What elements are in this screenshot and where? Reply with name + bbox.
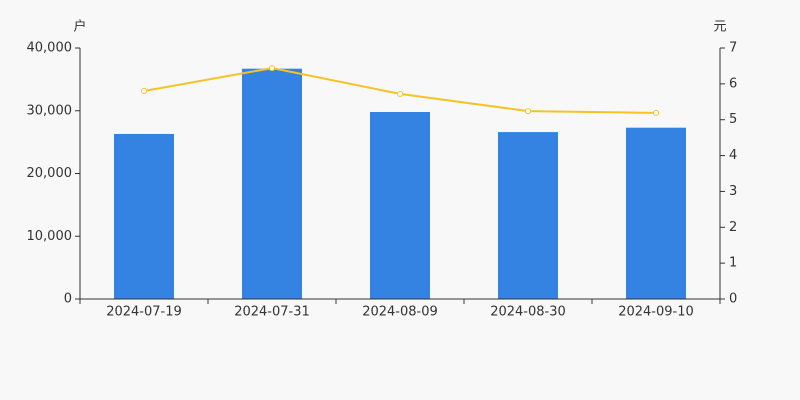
- line-point: [141, 88, 147, 95]
- x-tick-label: 2024-07-31: [234, 305, 310, 320]
- bar: [370, 112, 430, 299]
- y-tick-label: 30,000: [27, 103, 73, 118]
- line-point: [397, 90, 403, 97]
- y2-tick-label: 7: [729, 41, 737, 56]
- bar: [114, 133, 174, 299]
- x-tick-label: 2024-08-09: [362, 305, 438, 320]
- line-point: [525, 108, 531, 115]
- y-tick-label: 40,000: [27, 41, 73, 56]
- y2-axis-label: 元: [713, 20, 726, 35]
- y-axis-label: 户: [73, 19, 86, 35]
- bar: [242, 68, 302, 300]
- y2-tick-label: 5: [729, 112, 737, 127]
- y2-tick-label: 3: [729, 184, 737, 199]
- y2-tick-label: 2: [729, 220, 737, 235]
- line-point: [269, 65, 275, 72]
- y2-tick-label: 4: [729, 148, 737, 163]
- bar: [626, 127, 686, 299]
- y2-tick-label: 6: [729, 76, 737, 91]
- y-tick-label: 0: [64, 292, 72, 307]
- x-tick-label: 2024-09-10: [618, 305, 694, 320]
- y2-tick-label: 0: [729, 292, 737, 307]
- line-point: [653, 109, 659, 116]
- y-tick-label: 20,000: [27, 166, 73, 181]
- y-tick-label: 10,000: [27, 229, 73, 244]
- x-tick-label: 2024-08-30: [490, 305, 566, 320]
- x-tick-label: 2024-07-19: [106, 305, 182, 320]
- y2-tick-label: 1: [729, 256, 737, 271]
- bar: [498, 132, 558, 299]
